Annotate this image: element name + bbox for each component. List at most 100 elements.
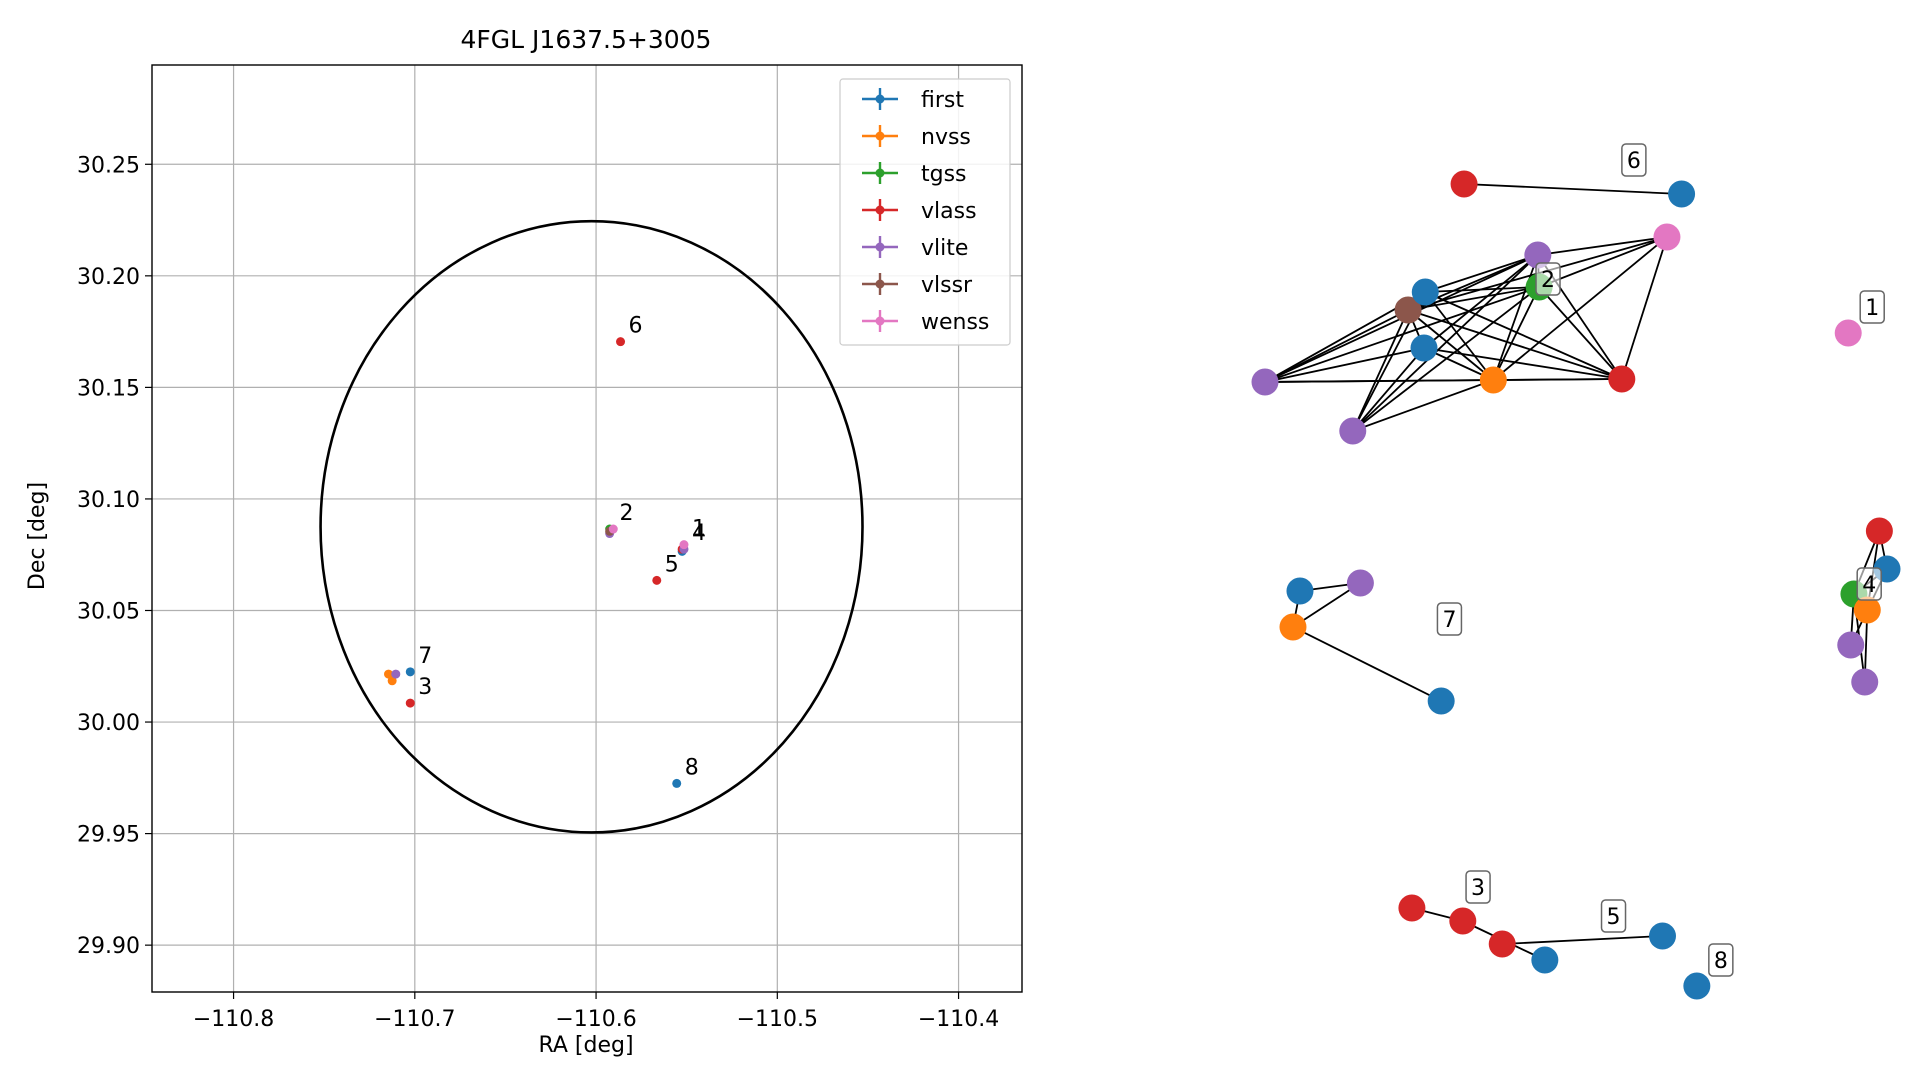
component-label-box xyxy=(1708,943,1734,977)
legend-label: wenss xyxy=(921,310,989,335)
network-edge xyxy=(1352,254,1539,432)
node-vlass xyxy=(1488,930,1516,958)
node-first xyxy=(1649,922,1676,950)
network-edge xyxy=(1292,626,1442,702)
component-label-3: 3 xyxy=(1465,870,1491,904)
annotation-label: 4 xyxy=(692,521,706,546)
node-nvss xyxy=(1279,613,1307,641)
legend-marker-dot xyxy=(875,168,885,178)
legend: first nvss tgss vlass vlite vlssr wenss xyxy=(839,78,1011,346)
network-edge xyxy=(1537,236,1668,256)
legend-marker-dot xyxy=(875,131,885,141)
legend-entries: first nvss tgss vlass vlite vlssr wenss xyxy=(862,88,989,335)
network-edge xyxy=(1423,347,1622,380)
legend-marker-dot xyxy=(875,316,885,326)
point-wenss xyxy=(679,540,689,550)
component-label-text: 2 xyxy=(1541,268,1555,293)
node-vlssr xyxy=(1394,296,1422,324)
node-first xyxy=(1668,180,1696,208)
component-label-text: 4 xyxy=(1862,573,1876,598)
network-edge xyxy=(1264,286,1540,383)
node-vlite xyxy=(1524,241,1552,269)
node-first xyxy=(1683,972,1711,1000)
x-tick-label: −110.8 xyxy=(193,1007,274,1032)
point-nvss xyxy=(384,669,394,679)
legend-label: vlssr xyxy=(921,273,973,298)
component-label-2: 2 xyxy=(1535,262,1561,296)
localization-ellipse xyxy=(319,219,864,834)
point-vlass xyxy=(652,575,662,585)
node-first xyxy=(1427,687,1455,715)
y-tick-label: 29.90 xyxy=(77,934,140,959)
annotation-label: 1 xyxy=(692,517,706,542)
point-vlass xyxy=(616,337,626,347)
network-edge xyxy=(1424,291,1495,381)
component-label-text: 7 xyxy=(1442,608,1456,633)
node-first xyxy=(1410,334,1438,362)
y-tick-label: 30.15 xyxy=(77,376,140,401)
annotation-label: 8 xyxy=(685,755,699,780)
node-vlass xyxy=(1450,170,1478,198)
component-label-box xyxy=(1600,899,1627,933)
legend-label: vlass xyxy=(921,199,977,224)
network-edge xyxy=(1351,309,1409,432)
network-edge xyxy=(1538,286,1623,380)
node-vlass xyxy=(1865,517,1893,545)
point-vlite xyxy=(391,669,401,679)
component-label-box xyxy=(1856,567,1882,601)
x-tick-label: −110.6 xyxy=(555,1007,636,1032)
axes-frame xyxy=(151,64,1023,993)
y-tick-label: 30.10 xyxy=(77,488,140,513)
annotation-label: 7 xyxy=(418,644,432,669)
component-label-text: 8 xyxy=(1714,949,1728,974)
point-vlass xyxy=(405,698,415,708)
y-axis-ticks: 29.90 29.95 30.00 30.05 30.10 30.15 30.20 30.25 xyxy=(77,153,152,959)
y-tick-label: 30.05 xyxy=(77,599,140,624)
network-edge xyxy=(1264,347,1425,383)
legend-marker-dot xyxy=(875,205,885,215)
node-nvss xyxy=(1479,366,1507,394)
node-wenss xyxy=(1653,223,1681,251)
network-edge xyxy=(1425,286,1540,293)
network-labels: 6 1 2 7 4 3 5 8 xyxy=(1436,143,1885,977)
network-edge xyxy=(1464,183,1682,195)
x-axis-ticks: −110.8 −110.7 −110.6 −110.5 −110.4 xyxy=(193,992,999,1032)
component-label-box xyxy=(1436,602,1463,636)
component-label-text: 1 xyxy=(1865,296,1879,321)
node-vlass xyxy=(1398,894,1426,922)
component-label-text: 6 xyxy=(1627,149,1641,174)
node-vlite xyxy=(1837,631,1865,659)
legend-entry-vlass: vlass xyxy=(862,199,977,224)
y-tick-label: 30.00 xyxy=(77,711,140,736)
node-vlass xyxy=(1608,365,1636,393)
network-edge xyxy=(1407,309,1623,380)
legend-entry-tgss: tgss xyxy=(862,162,967,187)
network-edge xyxy=(1502,935,1663,945)
network-edge xyxy=(1492,236,1668,381)
point-first xyxy=(405,667,415,677)
annotation-label: 2 xyxy=(619,501,633,526)
annotation-label: 6 xyxy=(629,314,643,339)
component-label-text: 3 xyxy=(1471,876,1485,901)
point-wenss xyxy=(608,524,618,534)
network-edge xyxy=(1352,379,1494,432)
network-edge xyxy=(1264,378,1622,383)
node-vlass xyxy=(1449,907,1477,935)
component-label-4: 4 xyxy=(1856,567,1882,601)
legend-entry-first: first xyxy=(862,88,964,113)
legend-label: tgss xyxy=(921,162,967,187)
network-edge xyxy=(1424,254,1539,293)
node-vlite xyxy=(1339,417,1367,445)
legend-label: nvss xyxy=(921,125,971,150)
annotation-label: 3 xyxy=(418,675,432,700)
component-label-box xyxy=(1535,262,1561,296)
component-label-text: 5 xyxy=(1607,905,1621,930)
component-label-1: 1 xyxy=(1859,290,1885,324)
node-vlite xyxy=(1251,368,1279,396)
x-axis-label: RA [deg] xyxy=(538,1033,633,1058)
network-edge xyxy=(1620,236,1668,380)
legend-marker-dot xyxy=(875,242,885,252)
y-axis-label: Dec [deg] xyxy=(25,482,50,590)
